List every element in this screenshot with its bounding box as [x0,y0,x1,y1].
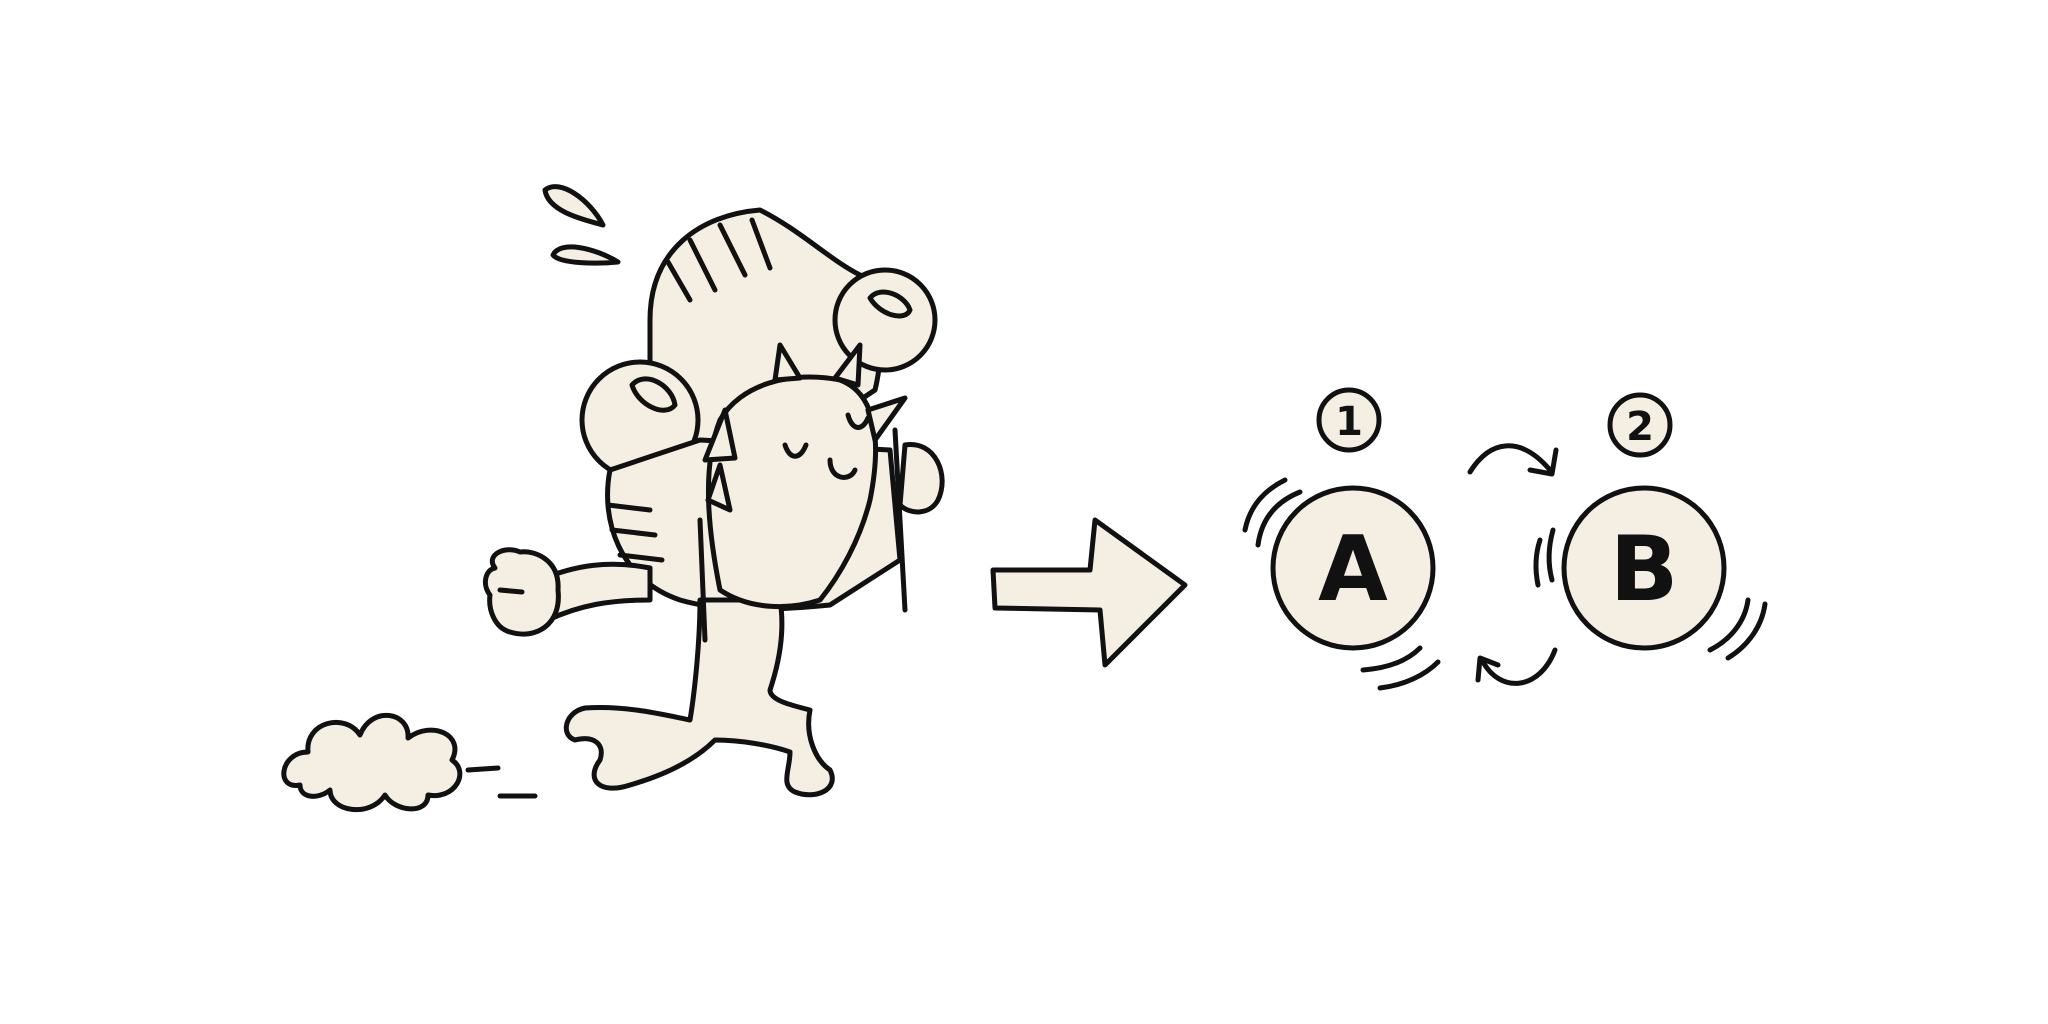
step-badge-2: 2 [1607,392,1673,458]
load-stripe-2 [609,527,658,538]
face-spike-5 [705,462,733,513]
node-a: A [1270,485,1436,651]
load-fin-3 [749,217,773,271]
node-a-label: A [1318,517,1388,622]
node-b-circle [1561,485,1727,651]
strap-right [892,427,908,613]
load-fin-1 [687,237,718,293]
face-spike-2 [832,342,863,388]
step-badge-1-circle [1316,387,1382,453]
face-spike-3 [865,395,908,443]
load-stripe-3 [617,552,665,563]
face-spike-1 [772,342,803,383]
swap-arrow-bottom-icon [1479,647,1558,686]
node-b-label: B [1610,517,1679,622]
step-badge-2-circle [1607,392,1673,458]
face-spike-4 [702,407,738,463]
load-fin-2 [717,222,748,278]
motion-line-b-1 [1533,537,1543,588]
load-eye-left-shine [629,376,678,413]
load-stripe-1 [605,502,653,513]
swap-cycle-icon: A 1 B 2 [1242,387,1768,691]
step-badge-1: 1 [1316,387,1382,453]
face-eye-left [782,442,809,459]
swap-arrow-bottom-head [1475,655,1501,683]
load-fin-4 [665,259,693,303]
strap-left [697,517,708,643]
running-character-icon [281,184,945,813]
motion-line-a-4 [1377,659,1441,691]
sweat-drop-2 [550,244,621,266]
motion-line-a-3 [1360,645,1423,673]
face-smile [827,457,858,480]
node-b: B [1561,485,1727,651]
motion-line-a-1 [1242,477,1288,533]
node-a-circle [1270,485,1436,651]
motion-line-b-3 [1707,597,1751,653]
motion-line-b-2 [1546,527,1556,583]
load-right-knob [897,442,945,515]
runner-body [563,597,835,798]
face-eye-right [845,412,871,430]
runner-arm [537,561,653,623]
step-badge-1-label: 1 [1335,399,1363,445]
step-badge-2-label: 2 [1626,404,1654,450]
swap-arrow-top-icon [1467,443,1553,475]
motion-line-b-4 [1725,601,1768,661]
load-eye-right-shine [867,289,913,319]
dust-cloud-icon [281,713,463,813]
motion-line-a-2 [1255,489,1303,548]
fist-knuckle [497,587,525,595]
swap-arrow-top-head [1527,447,1559,477]
speed-line-1 [465,765,501,773]
right-arrow-icon [990,517,1188,668]
sweat-drop-1 [542,184,606,228]
